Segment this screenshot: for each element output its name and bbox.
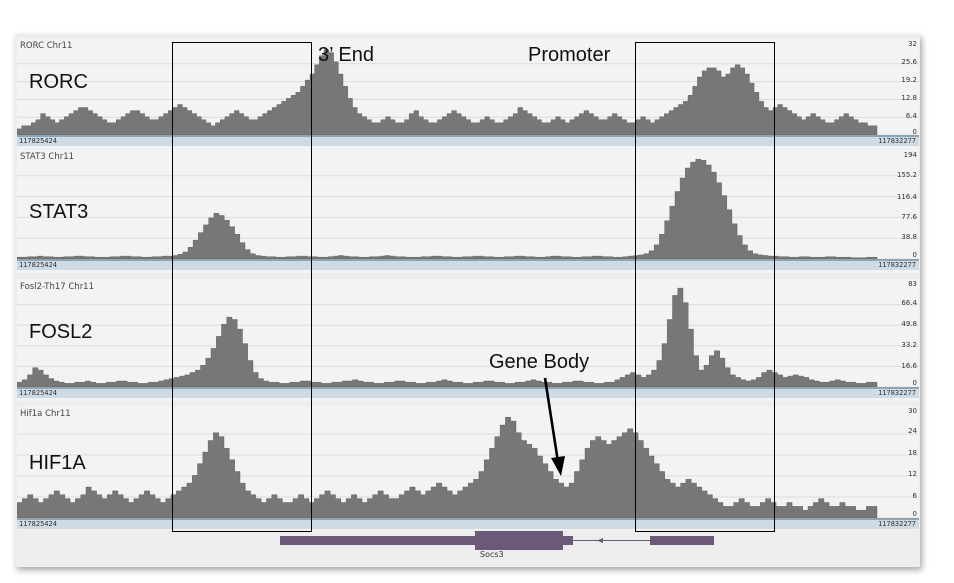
track-fosl2-scale-0: 83 (908, 280, 917, 288)
track-fosl2-scale-1: 66.4 (901, 299, 917, 307)
gene-model (280, 531, 714, 550)
gene-strand-arrow-icon (597, 538, 603, 543)
track-hif1a-scale-2: 18 (908, 449, 917, 457)
track-hif1a-scale-3: 12 (908, 470, 917, 478)
track-fosl2-title: Fosl2-Th17 Chr11 (20, 282, 95, 292)
gene-name-label: Socs3 (480, 550, 504, 559)
region-label-3-end: 3’ End (318, 44, 374, 66)
gene-exon-left (280, 536, 475, 545)
track-stat3-scale-2: 116.4 (896, 193, 917, 201)
track-rorc: RORC Chr11 RORC 32 25.6 19.2 12.8 6.4 0 … (17, 38, 919, 149)
track-rorc-scale-2: 19.2 (901, 76, 917, 84)
track-rorc-signal-area (17, 49, 878, 136)
track-rorc-scale-0: 32 (908, 40, 917, 48)
track-fosl2-label: FOSL2 (29, 321, 93, 343)
track-rorc-coord-left: 117825424 (19, 137, 57, 145)
track-fosl2-scale-3: 33.2 (901, 341, 917, 349)
track-rorc-coord-bar: 117825424 117832277 (17, 135, 919, 146)
track-hif1a-scale-5: 0 (912, 510, 917, 518)
track-fosl2-scale-5: 0 (912, 379, 917, 387)
track-stat3-scale-4: 38.8 (901, 233, 917, 241)
track-stat3-coord-bar: 117825424 117832277 (17, 259, 919, 270)
gene-body-arrow-shaft (543, 377, 560, 463)
region-label-promoter: Promoter (528, 44, 611, 66)
track-stat3-scale-0: 194 (903, 151, 917, 159)
track-hif1a-label: HIF1A (29, 452, 86, 474)
track-fosl2-signal-area (17, 287, 878, 388)
track-stat3-label: STAT3 (29, 201, 89, 223)
track-hif1a-coord-left: 117825424 (19, 520, 57, 528)
gene-strand-arrow-icon-small (385, 538, 389, 543)
track-rorc-coord-right: 117832277 (878, 137, 916, 145)
track-rorc-label: RORC (29, 71, 88, 93)
gene-exon-right (650, 536, 714, 545)
track-rorc-scale-3: 12.8 (901, 94, 917, 102)
track-fosl2-scale-2: 49.8 (901, 320, 917, 328)
track-fosl2-coord-right: 117832277 (878, 389, 916, 397)
gene-exon-main (475, 531, 563, 550)
track-hif1a: Hif1a Chr11 HIF1A 30 24 18 12 6 0 117825… (17, 406, 919, 530)
track-hif1a-scale-4: 6 (912, 492, 917, 500)
track-rorc-scale-4: 6.4 (905, 112, 917, 120)
gene-body-arrow-head-icon (551, 456, 565, 476)
track-stat3: STAT3 Chr11 STAT3 194 155.2 116.4 77.6 3… (17, 149, 919, 273)
track-stat3-coord-left: 117825424 (19, 261, 57, 269)
track-hif1a-signal-area (17, 417, 878, 519)
track-rorc-scale-5: 0 (912, 128, 917, 136)
track-hif1a-scale-0: 30 (908, 407, 917, 415)
track-fosl2: Fosl2-Th17 Chr11 FOSL2 83 66.4 49.8 33.2… (17, 279, 919, 401)
track-fosl2-coord-left: 117825424 (19, 389, 57, 397)
track-stat3-coord-right: 117832277 (878, 261, 916, 269)
track-stat3-title: STAT3 Chr11 (20, 152, 75, 162)
track-fosl2-scale-4: 16.6 (901, 362, 917, 370)
track-hif1a-coord-bar: 117825424 117832277 (17, 518, 919, 529)
track-stat3-scale-3: 77.6 (901, 213, 917, 221)
track-stat3-scale-5: 0 (912, 251, 917, 259)
track-rorc-scale-1: 25.6 (901, 58, 917, 66)
track-hif1a-title: Hif1a Chr11 (20, 409, 71, 419)
gene-body-label: Gene Body (489, 351, 590, 373)
track-fosl2-coord-bar: 117825424 117832277 (17, 387, 919, 398)
gene-exon-small (563, 536, 573, 545)
track-hif1a-scale-1: 24 (908, 427, 917, 435)
track-hif1a-coord-right: 117832277 (878, 520, 916, 528)
track-stat3-scale-1: 155.2 (896, 171, 917, 179)
track-rorc-title: RORC Chr11 (20, 41, 73, 51)
